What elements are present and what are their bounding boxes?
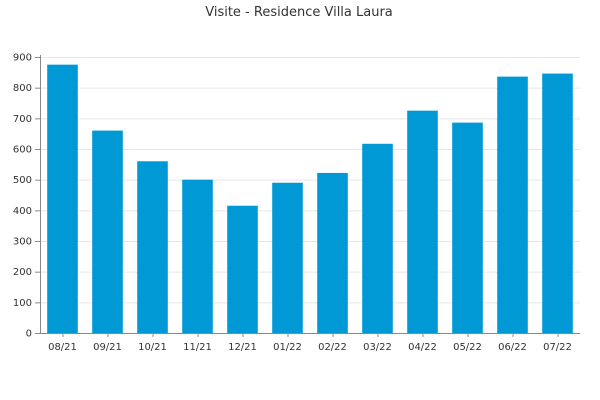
bar-06-22: [497, 76, 528, 334]
bar-03-22: [362, 143, 393, 333]
x-tick-label: 12/21: [228, 342, 257, 353]
y-tick-label: 800: [13, 83, 32, 94]
x-tick-label: 11/21: [183, 342, 212, 353]
x-tick-label: 03/22: [363, 342, 392, 353]
y-tick-label: 500: [13, 175, 32, 186]
y-tick-label: 100: [13, 298, 32, 309]
bar-07-22: [542, 73, 573, 333]
x-tick-label: 08/21: [48, 342, 77, 353]
chart-title: Visite - Residence Villa Laura: [205, 5, 393, 20]
bar-04-22: [407, 110, 438, 334]
bar-11-21: [182, 179, 213, 333]
y-tick-label: 300: [13, 237, 32, 248]
x-tick-label: 09/21: [93, 342, 122, 353]
y-tick-label: 600: [13, 145, 32, 156]
x-axis-ticks: 08/21 09/21 10/21 11/21 12/21 01/22 02/22 03/22…: [48, 333, 572, 353]
x-tick-label: 01/22: [273, 342, 302, 353]
bar-09-21: [92, 130, 123, 333]
bar-10-21: [137, 161, 168, 333]
bar-08-21: [47, 64, 78, 334]
grid-lines: [40, 57, 580, 304]
bar-01-22: [272, 182, 303, 333]
x-tick-label: 06/22: [498, 342, 527, 353]
y-tick-label: 0: [26, 329, 32, 340]
bar-02-22: [317, 172, 348, 333]
y-tick-label: 900: [13, 53, 32, 64]
y-tick-label: 400: [13, 206, 32, 217]
x-tick-label: 07/22: [543, 342, 572, 353]
bar-05-22: [452, 122, 483, 333]
y-tick-label: 200: [13, 267, 32, 278]
x-tick-label: 05/22: [453, 342, 482, 353]
y-tick-label: 700: [13, 114, 32, 125]
bar-12-21: [227, 205, 258, 333]
bars: [47, 64, 573, 334]
x-tick-label: 02/22: [318, 342, 347, 353]
axes: [40, 55, 580, 334]
y-axis-ticks: 0 100 200 300 400 500 600 700 800 900: [13, 53, 40, 340]
x-tick-label: 10/21: [138, 342, 167, 353]
x-tick-label: 04/22: [408, 342, 437, 353]
